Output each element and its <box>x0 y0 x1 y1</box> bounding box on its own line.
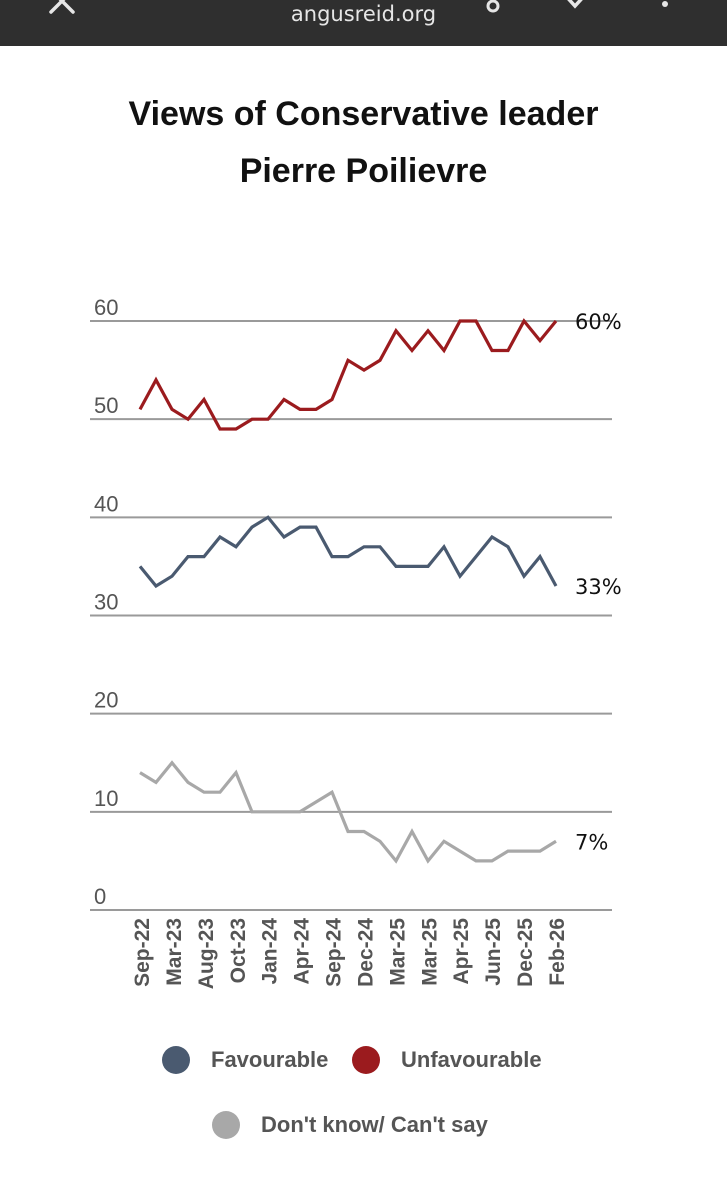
x-tick-label-9: Mar-25 <box>418 918 441 986</box>
x-tick-label-5: Apr-24 <box>291 918 314 985</box>
x-tick-label-0: Sep-22 <box>131 918 154 987</box>
more-options-icon[interactable] <box>650 0 680 16</box>
chart-title-line-2: Pierre Poilievre <box>239 152 488 190</box>
chart-title: Views of Conservative leader Pierre Poil… <box>0 86 727 200</box>
x-tick-label-6: Sep-24 <box>323 918 346 987</box>
x-tick-label-11: Jun-25 <box>482 918 505 986</box>
series-line-favourable <box>138 515 558 589</box>
legend-label-unfavourable: Unfavourable <box>401 1047 542 1072</box>
y-tick-label-0: 0 <box>94 884 106 909</box>
x-tick-label-1: Mar-23 <box>163 918 186 986</box>
y-tick-label-50: 50 <box>94 393 118 418</box>
share-icon[interactable] <box>478 0 508 16</box>
x-tick-label-4: Jan-24 <box>259 918 282 985</box>
y-tick-label-40: 40 <box>94 491 118 516</box>
end-label-favourable: 33% <box>575 575 622 599</box>
end-label-unfavourable: 60% <box>575 310 622 334</box>
bookmark-icon[interactable] <box>560 0 590 16</box>
series-line-unfavourable <box>138 318 558 431</box>
end-label-don-t-know-can-t-say: 7% <box>575 830 608 854</box>
x-tick-label-12: Dec-25 <box>514 918 537 987</box>
x-tick-label-10: Apr-25 <box>450 918 473 985</box>
y-tick-label-30: 30 <box>94 590 118 615</box>
y-tick-label-60: 60 <box>94 295 118 320</box>
legend-marker-unfavourable <box>352 1046 380 1074</box>
x-tick-label-7: Dec-24 <box>354 918 377 987</box>
x-tick-label-3: Oct-23 <box>227 918 250 983</box>
x-tick-label-13: Feb-26 <box>546 918 569 986</box>
legend-marker-dont-know <box>212 1111 240 1139</box>
legend-label-favourable: Favourable <box>211 1047 329 1072</box>
legend-item-dont-know: Don't know/ Can't say <box>212 1111 488 1139</box>
chart-title-line-1: Views of Conservative leader <box>128 95 599 133</box>
close-icon[interactable] <box>47 0 77 16</box>
legend-marker-favourable <box>162 1046 190 1074</box>
y-tick-label-10: 10 <box>94 786 118 811</box>
line-chart: 0 10 20 30 40 50 60 60% 33% 7% Sep-22 Mar-23 Aug-23 O… <box>90 295 622 989</box>
x-tick-label-8: Mar-25 <box>386 918 409 986</box>
y-tick-label-20: 20 <box>94 688 118 713</box>
legend-item-favourable: Favourable <box>162 1046 328 1074</box>
browser-top-bar: angusreid.org <box>0 0 727 46</box>
legend-item-unfavourable: Unfavourable <box>352 1046 542 1074</box>
legend-label-dont-know: Don't know/ Can't say <box>261 1112 488 1137</box>
url-text[interactable]: angusreid.org <box>290 2 437 26</box>
x-tick-label-2: Aug-23 <box>195 918 218 989</box>
